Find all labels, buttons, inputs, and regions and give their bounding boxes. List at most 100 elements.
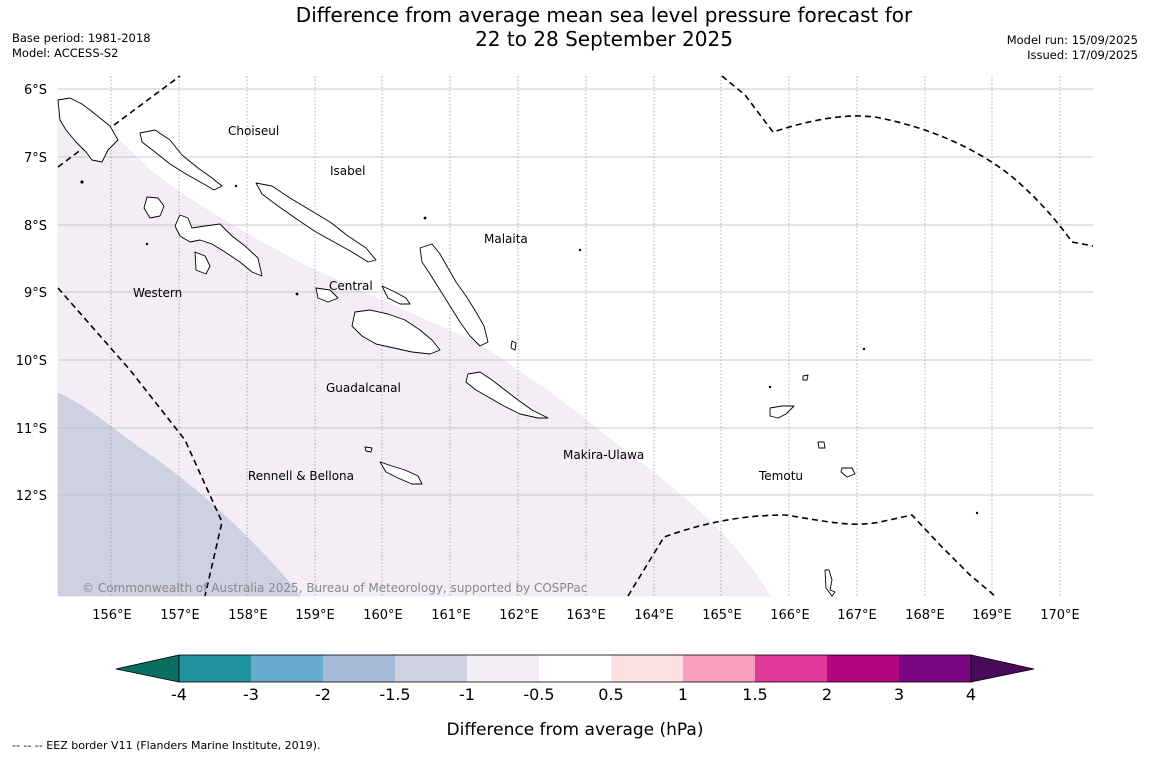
province-labels: Choiseul Isabel Malaita Western Central …: [133, 124, 803, 483]
lon-label: 169°E: [972, 608, 1012, 623]
lon-label: 158°E: [228, 608, 268, 623]
anomaly-region-grey: [57, 392, 301, 597]
colorbar-segment: [611, 655, 683, 682]
lon-label: 159°E: [295, 608, 335, 623]
lat-labels: 6°S 7°S 8°S 9°S 10°S 11°S 12°S: [16, 83, 47, 504]
lat-label: 10°S: [16, 354, 47, 369]
colorbar-label: Difference from average (hPa): [446, 720, 704, 740]
colorbar-tick: 0.5: [598, 685, 623, 704]
colorbar-outline: [178, 654, 972, 683]
colorbar-tick: 1: [678, 685, 688, 704]
colorbar-segment: [251, 655, 323, 682]
colorbar-segment: [467, 655, 539, 682]
province-label-guadalcanal: Guadalcanal: [326, 381, 401, 395]
province-label-isabel: Isabel: [330, 164, 365, 178]
colorbar-tick: -2: [315, 685, 331, 704]
colorbar-ticks: -4 -3 -2 -1.5 -1 -0.5 0.5 1 1.5 2 3 4: [171, 685, 976, 704]
colorbar-segment: [899, 655, 971, 682]
lon-label: 156°E: [92, 608, 132, 623]
colorbar-segment: [179, 655, 251, 682]
copyright-notice: © Commonwealth of Australia 2025, Bureau…: [82, 581, 587, 595]
island-santa-cruz: [769, 405, 795, 419]
colorbar-tick: 2: [822, 685, 832, 704]
title-line-2: 22 to 28 September 2025: [475, 27, 733, 51]
lon-label: 163°E: [566, 608, 606, 623]
colorbar-segment: [323, 655, 395, 682]
lon-label: 166°E: [770, 608, 810, 623]
island-bellona: [364, 446, 373, 453]
colorbar-segment: [755, 655, 827, 682]
island-utupua: [817, 441, 826, 449]
lat-gridlines: [58, 88, 1093, 496]
colorbar-segment: [683, 655, 755, 682]
island-guadalcanal: [351, 309, 441, 355]
eez-border-se: [627, 514, 996, 597]
island-ulawa: [510, 340, 517, 351]
lon-labels: 156°E 157°E 158°E 159°E 160°E 161°E 162°…: [92, 608, 1080, 623]
island-choiseul: [139, 129, 223, 191]
colorbar-tick: -4: [171, 685, 187, 704]
colorbar-extend-high: [970, 654, 1035, 683]
colorbar-tick: 1.5: [742, 685, 767, 704]
lon-label: 165°E: [702, 608, 742, 623]
lon-label: 170°E: [1040, 608, 1080, 623]
lon-label: 157°E: [160, 608, 200, 623]
lon-label: 168°E: [905, 608, 945, 623]
colorbar-tick: -0.5: [523, 685, 554, 704]
small-islets: [80, 180, 979, 515]
island-reef-islands: [802, 374, 809, 381]
lon-label: 167°E: [837, 608, 877, 623]
meta-left: Base period: 1981-2018 Model: ACCESS-S2: [12, 31, 151, 61]
island-rennell: [379, 461, 423, 485]
island-rendova: [194, 251, 211, 275]
lat-label: 9°S: [24, 286, 47, 301]
colorbar-tick: 3: [894, 685, 904, 704]
lon-label: 162°E: [499, 608, 539, 623]
island-new-georgia: [174, 214, 263, 277]
island-russell: [381, 285, 411, 305]
lat-label: 12°S: [16, 489, 47, 504]
colorbar-extend-low: [115, 654, 180, 683]
lon-gridlines: [110, 76, 1061, 596]
colorbar-segment: [827, 655, 899, 682]
base-period: Base period: 1981-2018: [12, 31, 151, 45]
island-malaita: [419, 243, 489, 347]
colorbar-tick: 4: [966, 685, 976, 704]
lat-label: 11°S: [16, 422, 47, 437]
lat-label: 7°S: [24, 151, 47, 166]
lat-label: 6°S: [24, 83, 47, 98]
province-label-makira-ulawa: Makira-Ulawa: [563, 448, 644, 462]
islands: [57, 97, 856, 597]
province-label-malaita: Malaita: [484, 232, 528, 246]
lat-label: 8°S: [24, 219, 47, 234]
colorbar-tick: -1: [459, 685, 475, 704]
lon-label: 164°E: [634, 608, 674, 623]
colorbar: [115, 654, 1035, 683]
title-line-1: Difference from average mean sea level p…: [295, 3, 913, 27]
island-makira: [465, 371, 549, 419]
issued-date: Issued: 17/09/2025: [1027, 48, 1138, 62]
model-name: Model: ACCESS-S2: [12, 46, 119, 60]
island-tikopia: [824, 569, 836, 597]
island-florida: [315, 287, 339, 303]
province-label-western: Western: [133, 286, 182, 300]
model-run: Model run: 15/09/2025: [1006, 33, 1138, 47]
eez-border-sw: [57, 287, 223, 597]
map-title: Difference from average mean sea level p…: [0, 3, 1150, 51]
eez-legend-note: -- -- -- EEZ border V11 (Flanders Marine…: [12, 739, 321, 752]
colorbar-segment: [539, 655, 611, 682]
province-label-choiseul: Choiseul: [228, 124, 279, 138]
colorbar-tick: -3: [243, 685, 259, 704]
island-vanikoro: [840, 467, 856, 478]
island-bougainville: [57, 97, 119, 163]
eez-border-ne: [721, 75, 1094, 247]
meta-right: Model run: 15/09/2025 Issued: 17/09/2025: [1007, 33, 1138, 63]
province-label-central: Central: [329, 279, 373, 293]
lon-label: 160°E: [363, 608, 403, 623]
colorbar-segment: [395, 655, 467, 682]
province-label-rennell-bellona: Rennell & Bellona: [248, 469, 354, 483]
colorbar-tick: -1.5: [379, 685, 410, 704]
province-label-temotu: Temotu: [758, 469, 803, 483]
lon-label: 161°E: [431, 608, 471, 623]
